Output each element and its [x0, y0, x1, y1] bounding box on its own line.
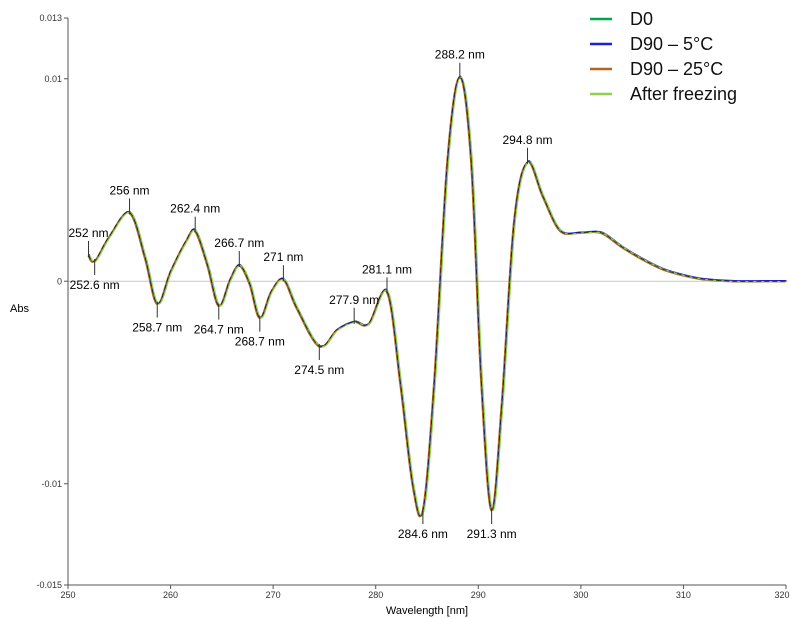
legend: D0 D90 – 5°C D90 – 25°C After freezing	[590, 9, 737, 104]
peak-label: 258.7 nm	[132, 321, 182, 335]
peak-label: 252.6 nm	[70, 278, 120, 292]
y-tick-label: -0.01	[41, 479, 62, 489]
legend-label: After freezing	[630, 84, 737, 104]
x-tick-label: 290	[471, 590, 486, 600]
x-tick-label: 280	[368, 590, 383, 600]
peak-label: 262.4 nm	[170, 202, 220, 216]
y-tick-label: 0.013	[39, 13, 62, 23]
x-tick-label: 310	[676, 590, 691, 600]
legend-label: D90 – 25°C	[630, 59, 723, 79]
peak-label: 266.7 nm	[214, 236, 264, 250]
peak-label: 288.2 nm	[435, 48, 485, 62]
x-tick-label: 320	[774, 590, 789, 600]
y-axis-label: Abs	[10, 303, 29, 315]
overlay-trace	[88, 76, 786, 517]
y-tick-label: 0	[57, 276, 62, 286]
peak-label: 252 nm	[68, 226, 108, 240]
peak-label: 294.8 nm	[502, 133, 552, 147]
legend-label: D90 – 5°C	[630, 34, 713, 54]
legend-label: D0	[630, 9, 653, 29]
peak-label: 274.5 nm	[294, 363, 344, 377]
x-tick-label: 300	[573, 590, 588, 600]
peak-label: 284.6 nm	[398, 527, 448, 541]
x-tick-label: 250	[60, 590, 75, 600]
peak-label: 271 nm	[263, 250, 303, 264]
x-tick-label: 270	[266, 590, 281, 600]
peak-label: 291.3 nm	[467, 527, 517, 541]
peak-label: 256 nm	[110, 183, 150, 197]
peak-label: 268.7 nm	[235, 335, 285, 349]
y-tick-label: 0.01	[44, 74, 62, 84]
peak-label: 281.1 nm	[362, 262, 412, 276]
x-tick-label: 260	[163, 590, 178, 600]
y-tick-label: -0.015	[36, 580, 62, 590]
x-axis-label: Wavelength [nm]	[386, 605, 468, 617]
peak-label: 277.9 nm	[329, 293, 379, 307]
peak-label: 264.7 nm	[194, 323, 244, 337]
